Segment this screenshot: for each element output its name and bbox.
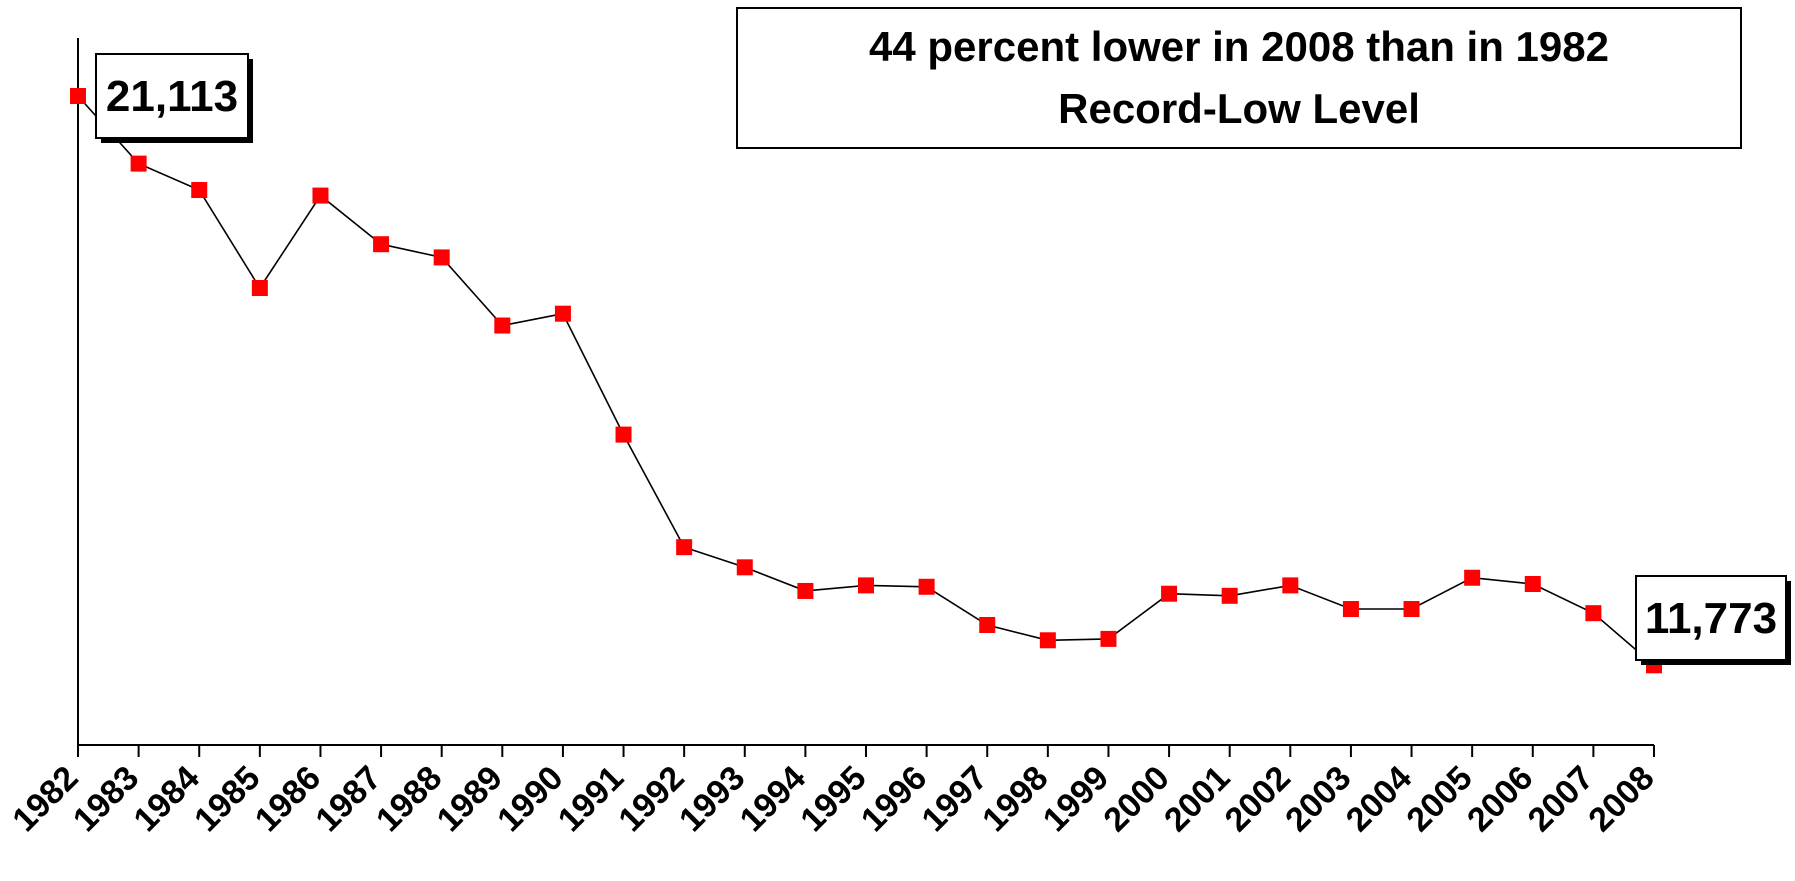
x-tick-label-1996: 1996 (854, 759, 934, 839)
data-point-2007 (1585, 605, 1602, 622)
x-tick-label-1990: 1990 (490, 759, 570, 839)
x-tick-label-2001: 2001 (1157, 759, 1237, 839)
data-point-2006 (1524, 576, 1541, 593)
x-tick-label-1995: 1995 (793, 759, 873, 839)
data-point-1998 (1039, 632, 1056, 649)
x-tick-label-1986: 1986 (248, 759, 328, 839)
data-point-2002 (1282, 577, 1299, 594)
x-tick-label-1997: 1997 (915, 759, 995, 839)
x-tick-label-2006: 2006 (1460, 759, 1540, 839)
data-point-1987 (373, 236, 390, 253)
banner-line-2: Record-Low Level (1058, 85, 1420, 132)
data-point-1995 (858, 577, 874, 594)
x-tick-label-2004: 2004 (1339, 759, 1419, 839)
data-point-1988 (433, 249, 450, 266)
x-tick-label-2007: 2007 (1521, 759, 1601, 839)
x-tick-label-1991: 1991 (551, 759, 631, 839)
data-point-1984 (191, 182, 208, 199)
data-point-1992 (676, 539, 693, 556)
data-point-1993 (736, 559, 753, 576)
data-point-1990 (554, 305, 571, 322)
x-tick-label-1993: 1993 (672, 759, 752, 839)
data-point-1986 (312, 187, 329, 204)
data-point-1999 (1100, 630, 1117, 647)
callout-box (1635, 575, 1787, 661)
x-tick-label-1984: 1984 (127, 759, 207, 839)
data-point-1991 (615, 426, 632, 443)
x-tick-label-2000: 2000 (1096, 759, 1176, 839)
x-tick-label-1989: 1989 (430, 759, 510, 839)
data-point-1997 (979, 616, 996, 633)
x-tick-label-1985: 1985 (187, 759, 267, 839)
series-line (70, 88, 1662, 674)
data-point-2001 (1221, 587, 1238, 604)
data-point-2005 (1464, 569, 1481, 586)
callout-1982: 21,113 (95, 53, 253, 143)
annotation-banner: 44 percent lower in 2008 than in 1982 Re… (736, 7, 1742, 149)
value-callouts: 21,113 11,773 (95, 53, 1791, 665)
x-tick-label-1998: 1998 (975, 759, 1055, 839)
x-tick-label-2008: 2008 (1581, 759, 1661, 839)
callout-label: 21,113 (106, 72, 238, 121)
data-point-1982 (70, 88, 86, 104)
callout-box (95, 53, 249, 139)
callout-label: 11,773 (1645, 594, 1777, 643)
x-tick-label-1994: 1994 (733, 759, 813, 839)
banner-line-1: 44 percent lower in 2008 than in 1982 (869, 23, 1609, 70)
data-point-1985 (251, 279, 268, 296)
x-tick-label-2003: 2003 (1278, 759, 1358, 839)
data-point-1994 (797, 582, 814, 599)
data-point-1983 (130, 155, 147, 172)
callout-2008: 11,773 (1635, 575, 1791, 665)
data-point-1989 (494, 317, 511, 334)
x-tick-label-1983: 1983 (66, 759, 146, 839)
x-tick-label-1988: 1988 (369, 759, 449, 839)
data-point-1996 (918, 578, 935, 595)
x-tick-label-1987: 1987 (308, 759, 388, 839)
x-axis-ticks: 1982198319841985198619871988198919901991… (5, 745, 1662, 839)
x-tick-label-1982: 1982 (5, 759, 85, 839)
x-tick-label-2005: 2005 (1399, 759, 1479, 839)
x-tick-label-1992: 1992 (611, 759, 691, 839)
x-tick-label-1999: 1999 (1036, 759, 1116, 839)
data-point-2003 (1342, 601, 1359, 618)
data-point-2000 (1161, 585, 1178, 602)
x-tick-label-2002: 2002 (1218, 759, 1298, 839)
data-point-2004 (1403, 601, 1420, 618)
